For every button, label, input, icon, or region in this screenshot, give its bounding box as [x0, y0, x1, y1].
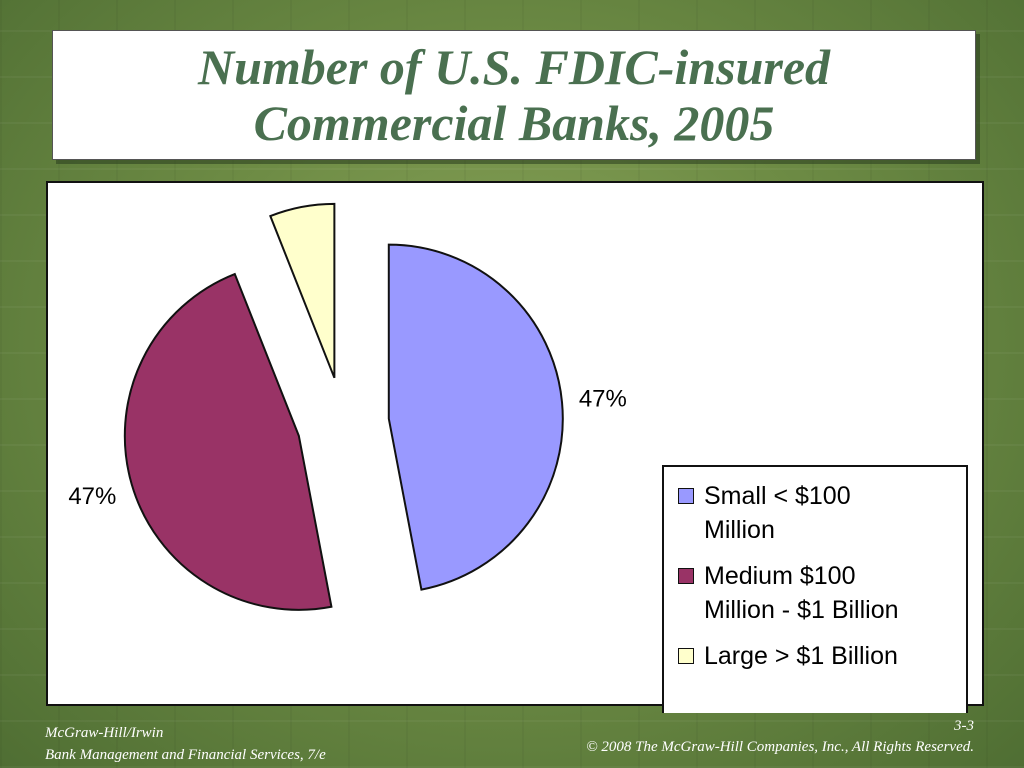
legend-label-large: Large > $1 Billion: [704, 642, 898, 670]
title-box: Number of U.S. FDIC-insured Commercial B…: [52, 30, 976, 160]
legend-label-medium: Medium $100 Million - $1 Billion: [704, 562, 899, 624]
pie-slice-medium: [123, 272, 333, 611]
footer-right: 3-3 © 2008 The McGraw-Hill Companies, In…: [586, 716, 974, 758]
legend-label-small: Small < $100 Million: [704, 482, 851, 544]
legend-item-medium: Medium $100 Million - $1 Billion: [678, 559, 966, 627]
pie-slice-small: [387, 243, 564, 591]
slide-title: Number of U.S. FDIC-insured Commercial B…: [197, 39, 831, 151]
legend-swatch-large: [678, 648, 694, 664]
chart-legend: Small < $100 Million Medium $100 Million…: [662, 465, 968, 713]
pie-chart: 47%47%6%: [68, 202, 627, 611]
chart-area: 47%47%6% Small < $100 Million Medium $10…: [46, 181, 984, 713]
pie-slice-large: [269, 202, 336, 379]
data-label-medium: 47%: [68, 483, 116, 510]
legend-swatch-medium: [678, 568, 694, 584]
legend-swatch-small: [678, 488, 694, 504]
page-number: 3-3: [954, 718, 974, 734]
legend-item-large: Large > $1 Billion: [678, 639, 966, 673]
data-label-small: 47%: [579, 385, 627, 412]
footer-publisher: McGraw-Hill/Irwin Bank Management and Fi…: [45, 725, 326, 763]
legend-item-small: Small < $100 Million: [678, 479, 966, 547]
copyright-notice: © 2008 The McGraw-Hill Companies, Inc., …: [586, 739, 974, 755]
